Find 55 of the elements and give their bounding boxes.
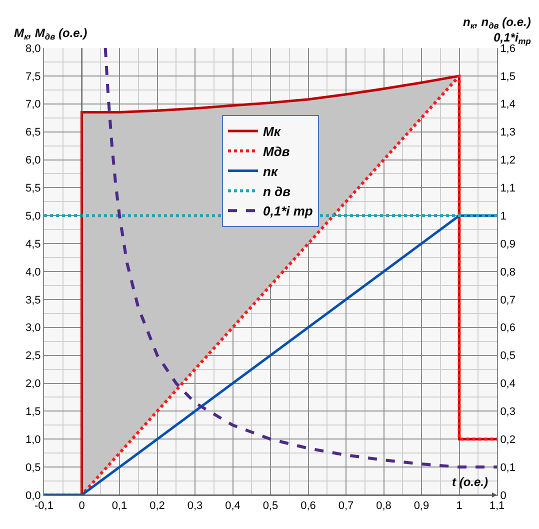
y-tick-label: 3,0 (26, 322, 41, 334)
legend-label: Мдв (263, 144, 290, 159)
y2-tick-label: 1 (500, 210, 506, 222)
x-tick-label: 0,2 (150, 500, 165, 512)
x-tick-label: -0,1 (34, 500, 54, 512)
y2-tick-label: 1,3 (500, 126, 516, 139)
y-tick-label: 5,0 (26, 210, 41, 222)
y2-tick-label: 1,2 (500, 154, 516, 167)
x-axis-title: t (о.е.) (452, 475, 488, 489)
y-tick-label: 1,5 (26, 406, 41, 418)
x-tick-label: 1 (456, 500, 462, 512)
y2-tick-label: 1,4 (500, 98, 516, 111)
legend-label: Мк (263, 124, 282, 140)
y2-tick-label: 0,6 (500, 322, 516, 334)
x-tick-label: 0,9 (414, 500, 430, 512)
y-tick-label: 7,0 (26, 98, 41, 111)
y2-tick-label: 0,1 (500, 462, 516, 474)
legend-label: n дв (263, 184, 291, 199)
y-tick-label: 4,0 (26, 266, 41, 278)
y-tick-label: 0,0 (26, 490, 41, 502)
y2-tick-label: 0,4 (500, 378, 516, 390)
y2-tick-label: 0,5 (500, 350, 516, 362)
x-tick-label: 1,1 (489, 500, 505, 512)
x-tick-label: 0,6 (300, 500, 316, 512)
y-tick-label: 4,5 (26, 238, 41, 250)
y-tick-label: 2,0 (26, 378, 41, 390)
y-tick-label: 6,5 (26, 126, 41, 139)
legend-label: nк (263, 164, 279, 179)
y2-tick-label: 1,6 (500, 42, 516, 55)
x-tick-label: 0,1 (112, 500, 128, 512)
y-tick-label: 2,5 (26, 350, 41, 362)
y-tick-label: 3,5 (26, 294, 41, 306)
x-tick-label: 0,3 (187, 500, 203, 512)
y2-tick-label: 0,8 (500, 266, 516, 278)
x-tick-label: 0 (78, 500, 85, 512)
x-tick-label: 0,8 (376, 500, 392, 512)
y-tick-label: 1,0 (26, 434, 41, 446)
x-tick-label: 0,7 (338, 500, 354, 512)
y-tick-label: 5,5 (26, 182, 41, 195)
x-tick-label: 0,4 (225, 500, 240, 512)
y2-tick-label: 0,9 (500, 238, 516, 250)
x-tick-label: 0,5 (262, 500, 278, 512)
y2-tick-label: 1,5 (500, 70, 516, 83)
legend-label: 0,1*i тр (263, 204, 313, 219)
y-tick-label: 8,0 (26, 42, 41, 55)
y2-tick-label: 1,1 (500, 182, 516, 195)
y-tick-label: 7,5 (26, 70, 41, 83)
y2-tick-label: 0,3 (500, 406, 516, 418)
line-series (104, 48, 497, 469)
y-axis-title: М$_{к}$, М$_{дв}$ (о.е.) (14, 26, 88, 42)
y-tick-label: 6,0 (26, 154, 41, 167)
y2-tick-label: 0,2 (500, 434, 516, 446)
y2-tick-label: 0,7 (500, 294, 516, 306)
y-tick-label: 0,5 (26, 462, 41, 474)
y2-tick-label: 0 (500, 490, 506, 502)
